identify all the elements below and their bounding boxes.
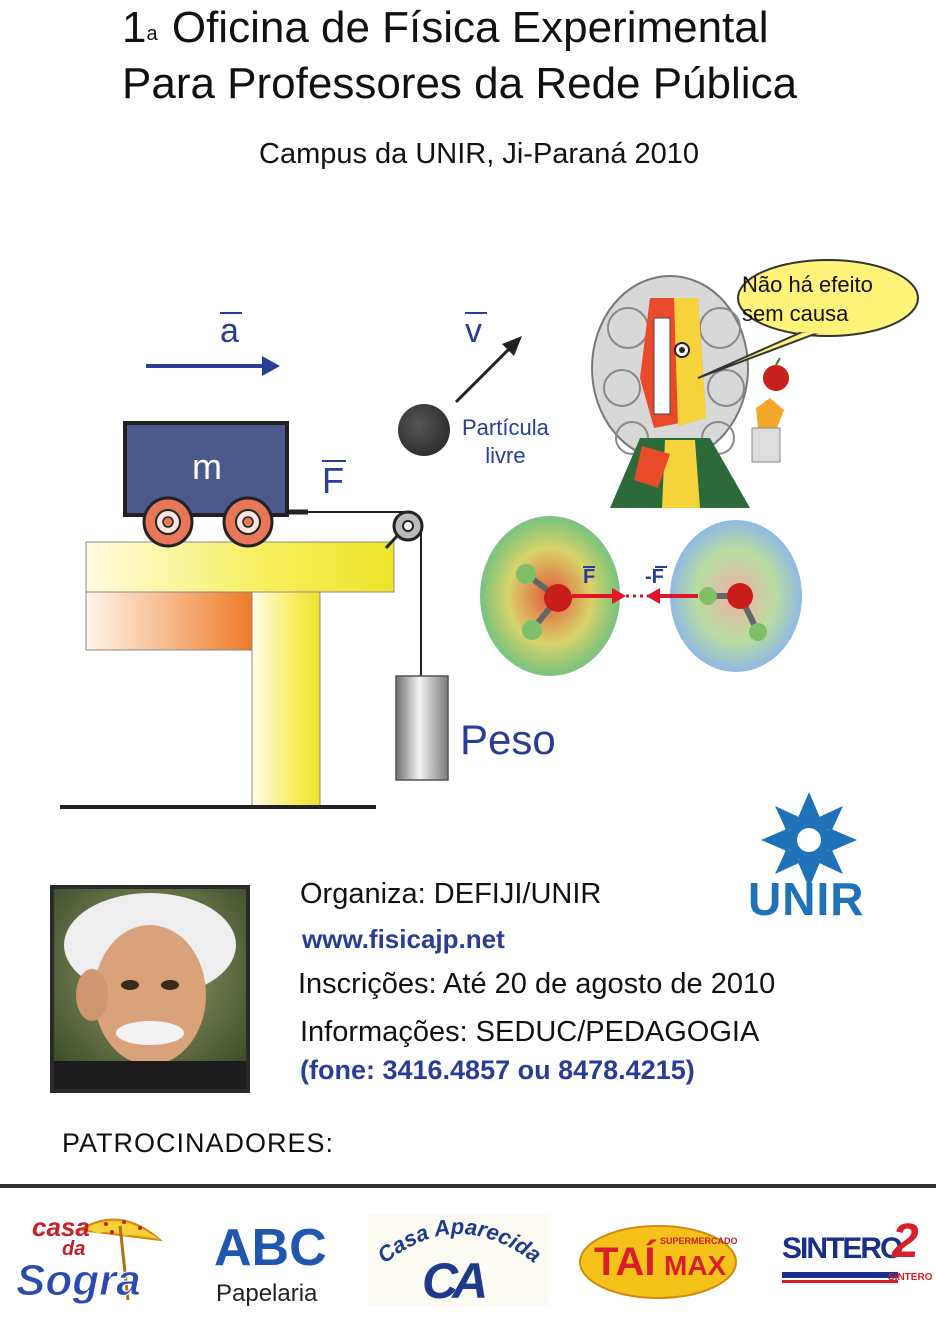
tai-max-right: MAX — [664, 1250, 727, 1281]
website-link[interactable]: www.fisicajp.net — [302, 924, 505, 954]
table-leg — [251, 591, 321, 807]
free-particle — [398, 404, 450, 456]
title-line-1: 1a Oficina de Física Experimental — [122, 2, 769, 54]
sponsor-casa-aparecida: Casa Aparecida CA — [368, 1210, 548, 1310]
casa-da-sogra-casa: casa — [32, 1212, 90, 1242]
casa-da-sogra-da: da — [62, 1238, 86, 1260]
title-text-line-1: Oficina de Física Experimental — [171, 3, 769, 52]
force-label: F — [322, 460, 346, 501]
molecule-force-label-right: -F — [645, 566, 667, 589]
title-line-2: Para Professores da Rede Pública — [122, 59, 798, 108]
physics-diagram — [60, 336, 522, 809]
velocity-label: v — [465, 312, 487, 351]
table-side — [85, 591, 253, 651]
velocity-arrow — [454, 344, 514, 404]
title-ordinal-sup: a — [146, 23, 158, 45]
particle-label: Partícula livre — [462, 415, 549, 468]
weight-label: Peso — [460, 716, 556, 763]
pulley — [384, 510, 424, 550]
molecule-force-label-left: F — [583, 566, 596, 588]
organizer-text: Organiza: DEFIJI/UNIR — [300, 878, 602, 910]
tai-max-left: TAÍ — [594, 1240, 656, 1284]
abc-name: ABC — [214, 1219, 327, 1277]
table-top — [85, 541, 395, 593]
unir-logo — [761, 792, 857, 888]
sponsors-heading: PATROCINADORES: — [62, 1128, 335, 1158]
information-text: Informações: SEDUC/PEDAGOGIA — [300, 1016, 760, 1048]
cart-wheel-left — [142, 496, 194, 548]
sponsor-tai-max: SUPERMERCADO TAÍ MAX — [578, 1210, 738, 1310]
abc-sub: Papelaria — [216, 1280, 318, 1307]
casa-aparecida-mark: CA — [422, 1253, 488, 1309]
acceleration-label: a — [220, 312, 242, 351]
newton-illustration — [591, 259, 919, 508]
molecules-illustration — [480, 516, 802, 676]
sintero-small: SINTERO — [888, 1272, 933, 1283]
casa-da-sogra-sogra: Sogra — [16, 1256, 142, 1306]
subtitle: Campus da UNIR, Ji-Paraná 2010 — [259, 138, 700, 170]
sponsor-sintero: SINTERO 2 SINTERO — [778, 1210, 933, 1310]
casa-aparecida-logo: Casa Aparecida — [368, 1214, 548, 1306]
hanging-weight — [395, 675, 449, 781]
cart-body — [123, 421, 289, 517]
sintero-number: 2 — [892, 1215, 919, 1268]
umbrella-icon — [77, 1218, 164, 1301]
title-ordinal: 1 — [122, 3, 147, 52]
sponsor-abc-papelaria: ABC Papelaria — [214, 1210, 334, 1310]
sponsors-divider — [0, 1184, 936, 1188]
einstein-portrait-image — [54, 889, 246, 1089]
sponsor-casa-da-sogra: casa da Sogra — [10, 1210, 170, 1310]
phone-text: (fone: 3416.4857 ou 8478.4215) — [300, 1055, 695, 1085]
sintero-name: SINTERO — [782, 1232, 903, 1265]
unir-logo-text: UNIR — [748, 873, 865, 925]
registration-text: Inscrições: Até 20 de agosto de 2010 — [298, 968, 776, 1000]
mass-label: m — [192, 446, 222, 487]
speech-bubble-text: Não há efeito sem causa — [742, 272, 873, 326]
tai-max-badge — [579, 1225, 737, 1299]
tai-max-top: SUPERMERCADO — [660, 1236, 738, 1246]
cart-wheel-right — [222, 496, 274, 548]
einstein-portrait — [50, 885, 250, 1093]
